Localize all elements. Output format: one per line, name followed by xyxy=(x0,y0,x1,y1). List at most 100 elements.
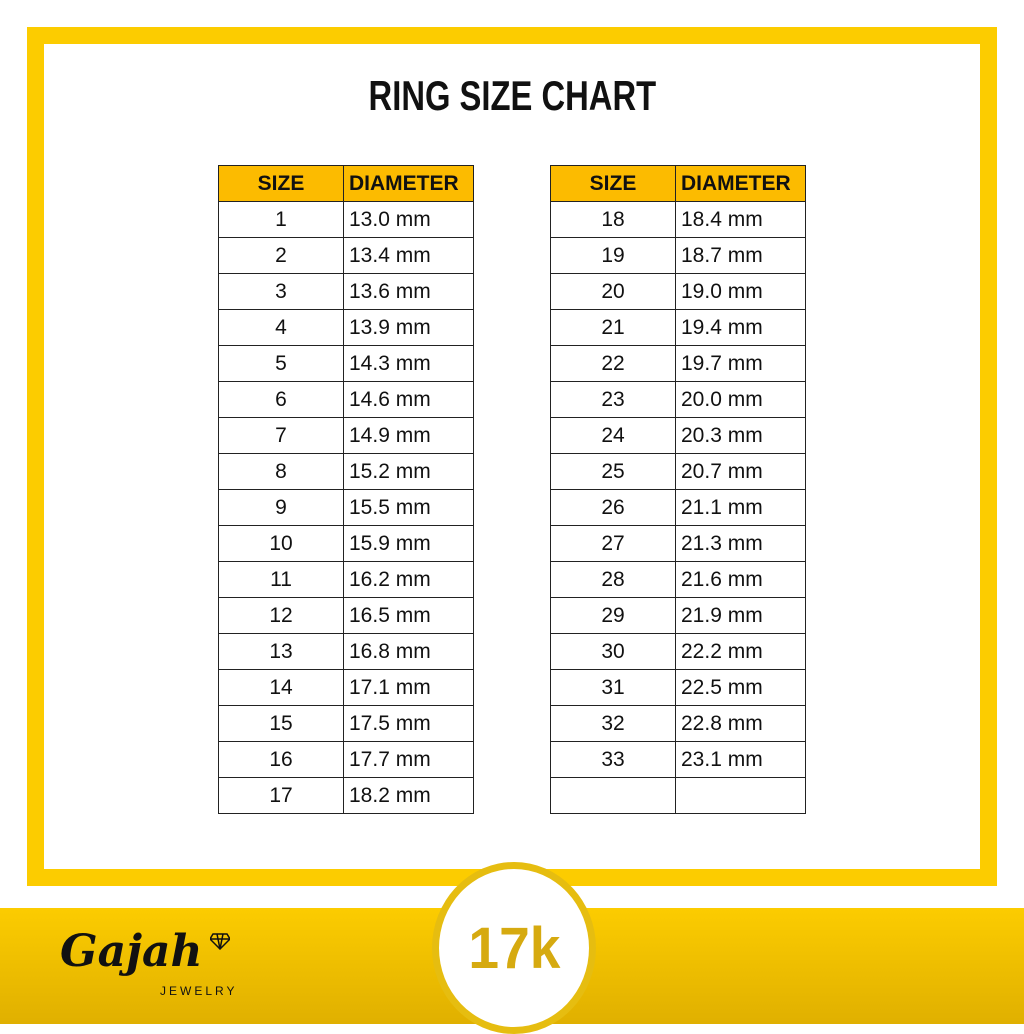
table-row: 24 20.3 mm xyxy=(550,417,806,454)
size-cell: 33 xyxy=(550,741,676,778)
diameter-cell: 15.2 mm xyxy=(343,453,474,490)
size-cell: 30 xyxy=(550,633,676,670)
size-cell: 31 xyxy=(550,669,676,706)
diameter-header: DIAMETER xyxy=(343,165,474,202)
size-cell: 6 xyxy=(218,381,344,418)
diameter-cell: 19.4 mm xyxy=(675,309,806,346)
size-cell: 20 xyxy=(550,273,676,310)
table-row: 18 18.4 mm xyxy=(550,201,806,238)
table-row: 20 19.0 mm xyxy=(550,273,806,310)
diameter-cell: 13.9 mm xyxy=(343,309,474,346)
diamond-icon xyxy=(210,933,230,950)
diameter-cell: 18.4 mm xyxy=(675,201,806,238)
diameter-cell: 18.2 mm xyxy=(343,777,474,814)
size-cell: 26 xyxy=(550,489,676,526)
size-cell: 4 xyxy=(218,309,344,346)
page-title: RING SIZE CHART xyxy=(368,72,656,119)
diameter-cell: 21.3 mm xyxy=(675,525,806,562)
size-cell: 22 xyxy=(550,345,676,382)
size-cell: 18 xyxy=(550,201,676,238)
size-cell: 32 xyxy=(550,705,676,742)
brand-logo: Gajah JEWELRY xyxy=(38,926,238,1000)
chart-frame xyxy=(27,27,997,886)
table-row: 2 13.4 mm xyxy=(218,237,474,274)
table-row: 31 22.5 mm xyxy=(550,669,806,706)
size-cell: 14 xyxy=(218,669,344,706)
table-header: SIZE DIAMETER xyxy=(550,165,806,202)
size-cell: 10 xyxy=(218,525,344,562)
logo-subtitle: JEWELRY xyxy=(160,984,238,998)
table-row: 25 20.7 mm xyxy=(550,453,806,490)
diameter-cell: 17.5 mm xyxy=(343,705,474,742)
size-cell: 9 xyxy=(218,489,344,526)
table-row: 8 15.2 mm xyxy=(218,453,474,490)
size-cell: 5 xyxy=(218,345,344,382)
table-row: 29 21.9 mm xyxy=(550,597,806,634)
logo-name: Gajah xyxy=(60,926,203,977)
diameter-cell: 21.6 mm xyxy=(675,561,806,598)
table-row: 33 23.1 mm xyxy=(550,741,806,778)
diameter-cell: 20.3 mm xyxy=(675,417,806,454)
diameter-cell: 20.0 mm xyxy=(675,381,806,418)
table-header: SIZE DIAMETER xyxy=(218,165,474,202)
size-cell: 3 xyxy=(218,273,344,310)
size-cell: 13 xyxy=(218,633,344,670)
table-row: 14 17.1 mm xyxy=(218,669,474,706)
table-row: 27 21.3 mm xyxy=(550,525,806,562)
diameter-cell: 22.2 mm xyxy=(675,633,806,670)
table-row: 23 20.0 mm xyxy=(550,381,806,418)
size-cell: 1 xyxy=(218,201,344,238)
size-cell: 17 xyxy=(218,777,344,814)
size-cell: 29 xyxy=(550,597,676,634)
size-cell: 24 xyxy=(550,417,676,454)
diameter-cell: 16.5 mm xyxy=(343,597,474,634)
size-cell: 15 xyxy=(218,705,344,742)
table-row: 4 13.9 mm xyxy=(218,309,474,346)
diameter-cell: 21.1 mm xyxy=(675,489,806,526)
table-row: 1 13.0 mm xyxy=(218,201,474,238)
table-row: 10 15.9 mm xyxy=(218,525,474,562)
table-row: 11 16.2 mm xyxy=(218,561,474,598)
size-cell: 2 xyxy=(218,237,344,274)
diameter-cell: 21.9 mm xyxy=(675,597,806,634)
table-row: 5 14.3 mm xyxy=(218,345,474,382)
size-header: SIZE xyxy=(218,165,344,202)
diameter-cell: 22.5 mm xyxy=(675,669,806,706)
diameter-cell: 19.0 mm xyxy=(675,273,806,310)
diameter-cell: 20.7 mm xyxy=(675,453,806,490)
diameter-cell: 16.8 mm xyxy=(343,633,474,670)
diameter-cell: 13.0 mm xyxy=(343,201,474,238)
table-row: 16 17.7 mm xyxy=(218,741,474,778)
diameter-cell: 22.8 mm xyxy=(675,705,806,742)
table-row: 3 13.6 mm xyxy=(218,273,474,310)
table-row: 26 21.1 mm xyxy=(550,489,806,526)
diameter-cell: 13.4 mm xyxy=(343,237,474,274)
size-cell: 16 xyxy=(218,741,344,778)
diameter-cell: 17.1 mm xyxy=(343,669,474,706)
table-row: 22 19.7 mm xyxy=(550,345,806,382)
table-row: 17 18.2 mm xyxy=(218,777,474,814)
size-cell: 7 xyxy=(218,417,344,454)
size-cell: 23 xyxy=(550,381,676,418)
diameter-cell: 15.5 mm xyxy=(343,489,474,526)
diameter-cell: 18.7 mm xyxy=(675,237,806,274)
size-cell xyxy=(550,777,676,814)
diameter-cell: 13.6 mm xyxy=(343,273,474,310)
diameter-cell: 17.7 mm xyxy=(343,741,474,778)
size-table-left: SIZE DIAMETER 1 13.0 mm 2 13.4 mm 3 13.6 mm 4 1… xyxy=(218,165,474,814)
table-row: 7 14.9 mm xyxy=(218,417,474,454)
size-cell: 25 xyxy=(550,453,676,490)
diameter-cell: 19.7 mm xyxy=(675,345,806,382)
table-row: 30 22.2 mm xyxy=(550,633,806,670)
table-row: 28 21.6 mm xyxy=(550,561,806,598)
size-cell: 8 xyxy=(218,453,344,490)
diameter-cell: 14.3 mm xyxy=(343,345,474,382)
size-cell: 12 xyxy=(218,597,344,634)
size-table-right: SIZE DIAMETER 18 18.4 mm 19 18.7 mm 20 19.0 m… xyxy=(550,165,806,814)
diameter-cell: 14.6 mm xyxy=(343,381,474,418)
table-row: 6 14.6 mm xyxy=(218,381,474,418)
table-row: 12 16.5 mm xyxy=(218,597,474,634)
diameter-cell: 14.9 mm xyxy=(343,417,474,454)
size-cell: 19 xyxy=(550,237,676,274)
diameter-cell: 15.9 mm xyxy=(343,525,474,562)
